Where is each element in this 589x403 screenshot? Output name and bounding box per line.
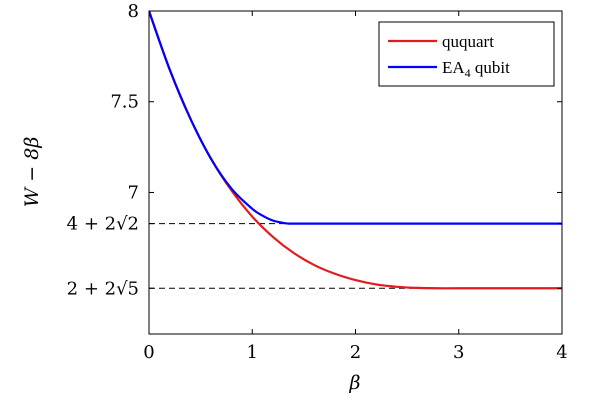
- series-line-ea4-qubit: [149, 11, 562, 225]
- x-axis-label: β: [349, 372, 361, 394]
- legend-label-ea-rest: qubit: [471, 58, 510, 77]
- x-axis-ticks: 0 1 2 3 4: [143, 11, 568, 363]
- y-tick-label-3: 4 + 2√2: [67, 214, 139, 235]
- legend: ququart EA4 qubit: [378, 21, 555, 87]
- y-tick-label-4: 2 + 2√5: [67, 278, 139, 299]
- x-tick-label-3: 3: [453, 342, 464, 363]
- legend-label-ea-main: EA: [442, 58, 465, 77]
- x-tick-label-1: 1: [247, 342, 258, 363]
- legend-box: [378, 21, 555, 87]
- y-tick-label-0: 8: [128, 1, 139, 22]
- y-tick-label-1: 7.5: [110, 92, 139, 113]
- series-layer: [149, 11, 562, 290]
- x-tick-label-2: 2: [350, 342, 361, 363]
- y-axis-label: W − 8β: [21, 137, 43, 208]
- y-axis-ticks: 8 7.5 7 4 + 2√2 2 + 2√5: [67, 1, 562, 299]
- reference-lines: [149, 223, 562, 289]
- legend-label-ea-sub: 4: [465, 66, 471, 80]
- legend-label-ea4-qubit: EA4 qubit: [442, 58, 510, 80]
- y-tick-label-2: 7: [128, 182, 139, 203]
- x-tick-label-0: 0: [143, 342, 154, 363]
- x-tick-label-4: 4: [556, 342, 567, 363]
- legend-label-ququart: ququart: [442, 32, 494, 51]
